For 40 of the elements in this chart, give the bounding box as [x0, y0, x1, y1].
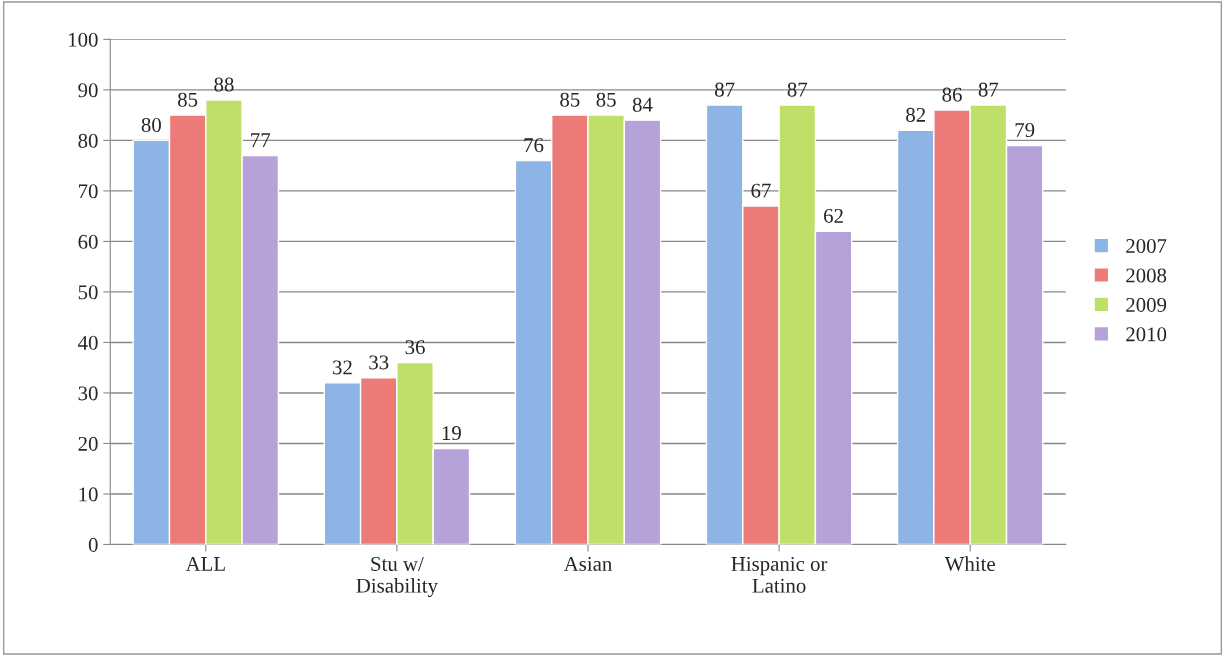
data-label: 80: [141, 117, 161, 132]
data-label: 19: [442, 426, 461, 441]
y-tick-label: 20: [78, 436, 98, 451]
y-tick-label: 50: [78, 285, 98, 300]
data-label: 85: [560, 92, 580, 107]
data-label: 84: [632, 97, 653, 112]
data-label: 67: [751, 183, 771, 198]
y-tick-label: 80: [78, 133, 98, 148]
data-label: 32: [333, 360, 352, 375]
legend-label: 2010: [1126, 327, 1167, 342]
x-tick-label: White: [944, 556, 995, 572]
y-tick-label: 40: [78, 335, 98, 350]
y-tick-label: 70: [78, 184, 98, 199]
y-tick-label: 60: [78, 234, 98, 249]
data-label: 79: [1015, 123, 1035, 138]
data-label: 82: [906, 107, 925, 122]
x-tick-label: Hispanic or Latino: [731, 556, 828, 593]
data-label: 85: [178, 92, 198, 107]
x-tick-label: Stu w/ Disability: [356, 556, 438, 598]
x-tick-label: ALL: [185, 556, 225, 571]
data-label: 87: [715, 82, 735, 97]
y-tick-label: 10: [79, 487, 98, 502]
y-tick-label: 30: [78, 386, 98, 401]
data-label: 86: [942, 87, 962, 102]
y-tick-label: 100: [69, 32, 98, 47]
data-label: 76: [524, 138, 544, 153]
data-label: 77: [251, 133, 271, 147]
data-label: 33: [369, 355, 389, 370]
legend-label: 2008: [1126, 268, 1167, 283]
y-tick-label: 90: [78, 83, 98, 98]
data-label: 87: [978, 82, 999, 97]
data-label: 62: [824, 208, 843, 223]
data-label: 87: [787, 82, 808, 97]
x-tick-label: Asian: [563, 556, 612, 571]
y-tick-label: 0: [88, 537, 98, 552]
data-label: 88: [214, 77, 234, 92]
legend-label: 2007: [1126, 238, 1167, 254]
legend-label: 2009: [1126, 297, 1167, 312]
data-label: 85: [596, 92, 616, 107]
data-label: 36: [405, 340, 425, 355]
